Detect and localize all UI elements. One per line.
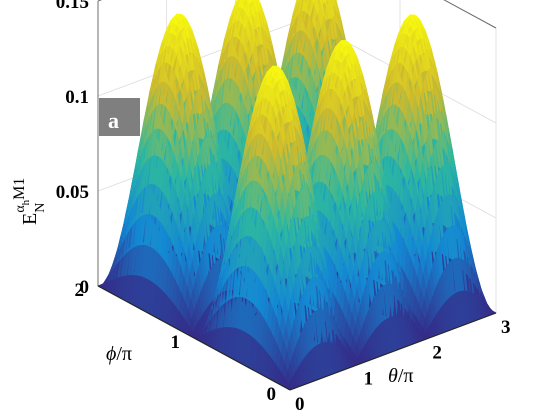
surface-patch-67-45 xyxy=(296,0,298,2)
panel-badge: a xyxy=(99,98,140,136)
x-label-rest: /π xyxy=(398,365,414,387)
panel-label: a xyxy=(108,108,119,133)
panel-badge-box xyxy=(99,98,140,136)
axis-edge-top-side xyxy=(443,0,497,29)
x-tick-label-0: 0 xyxy=(295,394,305,415)
y-tick-label-0: 0 xyxy=(267,384,277,405)
z-tick-label-1: 0.05 xyxy=(56,182,89,203)
x-axis-label: θ/π xyxy=(388,365,413,387)
y-label-symbol: ϕ xyxy=(106,343,116,365)
z-label-sub: N xyxy=(33,203,48,213)
surface-mesh xyxy=(97,0,497,391)
x-label-symbol: θ xyxy=(388,365,398,387)
x-tick-label-2: 2 xyxy=(432,343,442,364)
y-tick-label-1: 1 xyxy=(171,332,181,353)
x-tick-label-1: 1 xyxy=(364,368,374,389)
z-label-main: E xyxy=(19,213,41,225)
surface-patch-66-44 xyxy=(297,0,300,4)
axis-edge-top-back xyxy=(97,0,103,2)
grid-line-z-back-2 xyxy=(97,18,305,97)
y-tick-label-2: 2 xyxy=(75,280,85,301)
y-label-rest: /π xyxy=(116,343,132,365)
z-tick-label-3: 0.15 xyxy=(56,0,89,13)
x-tick-label-3: 3 xyxy=(501,317,511,338)
y-axis-label: ϕ/π xyxy=(106,343,132,365)
grid-line-z-back-3 xyxy=(97,0,102,2)
z-label-tail: M1 xyxy=(11,178,28,200)
z-tick-label-2: 0.1 xyxy=(65,87,89,108)
surface-patch-40-43 xyxy=(236,0,239,2)
z-axis-label: ENαhM1 xyxy=(11,178,48,225)
